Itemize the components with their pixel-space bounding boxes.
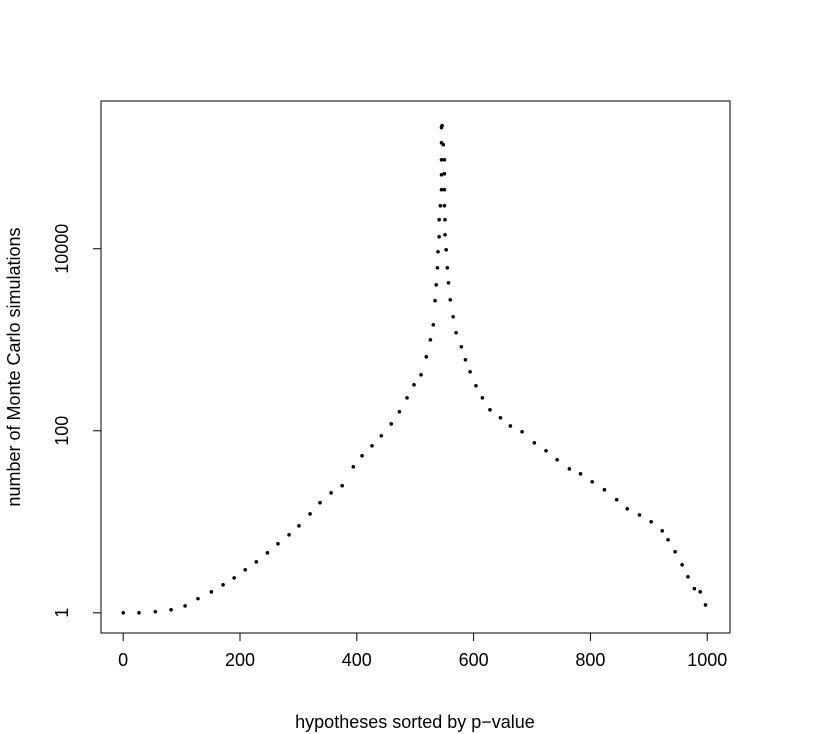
point	[498, 415, 503, 420]
point	[439, 172, 444, 177]
point	[434, 282, 439, 287]
x-tick-label: 800	[575, 650, 605, 670]
point	[196, 596, 200, 601]
point	[405, 396, 409, 400]
x-tick-label: 600	[459, 650, 489, 670]
point	[424, 354, 429, 359]
point	[660, 529, 665, 533]
point	[436, 249, 440, 254]
y-tick-label: 1	[52, 608, 72, 618]
point	[441, 142, 446, 147]
point	[625, 506, 630, 511]
y-tick-label: 10000	[52, 224, 72, 274]
point	[578, 471, 583, 476]
point	[544, 448, 548, 453]
point	[412, 382, 416, 387]
point	[703, 603, 708, 607]
point	[442, 203, 447, 208]
point	[508, 424, 513, 428]
point	[649, 519, 653, 524]
point	[443, 232, 447, 237]
point	[673, 550, 677, 554]
point	[437, 234, 441, 239]
point	[446, 280, 451, 285]
point	[340, 483, 345, 488]
point	[532, 440, 537, 445]
point	[614, 497, 619, 502]
point	[431, 322, 436, 327]
point	[448, 297, 453, 302]
point	[680, 562, 684, 567]
point	[440, 123, 444, 128]
point	[451, 314, 455, 319]
point	[442, 187, 447, 192]
point	[438, 203, 443, 208]
point	[459, 344, 464, 349]
point	[602, 487, 607, 492]
point	[454, 330, 458, 335]
point	[389, 422, 394, 426]
point	[698, 590, 703, 594]
point	[183, 604, 187, 608]
point	[297, 523, 301, 528]
point	[488, 408, 492, 412]
point	[153, 609, 158, 614]
point	[443, 217, 447, 222]
point	[520, 429, 524, 434]
x-tick-label: 200	[225, 650, 255, 670]
plot-box	[100, 100, 731, 634]
point	[442, 171, 447, 176]
point	[480, 396, 485, 400]
point	[692, 586, 697, 591]
point	[435, 265, 440, 270]
point	[444, 247, 448, 252]
point	[137, 611, 141, 615]
point	[428, 337, 433, 342]
point	[379, 433, 384, 438]
point	[370, 443, 374, 448]
point	[567, 467, 572, 471]
point	[360, 453, 364, 458]
point	[209, 590, 214, 594]
point	[419, 373, 423, 377]
point	[474, 383, 478, 388]
point	[276, 542, 280, 546]
point	[397, 409, 402, 414]
point	[439, 157, 444, 162]
point	[265, 551, 270, 555]
point	[308, 512, 312, 516]
x-tick-label: 0	[118, 650, 128, 670]
point	[243, 567, 248, 572]
point	[351, 464, 356, 469]
point	[329, 491, 333, 495]
point	[463, 357, 468, 362]
point	[121, 611, 125, 615]
point	[437, 217, 441, 222]
point	[468, 369, 472, 374]
point	[232, 576, 236, 580]
point	[433, 298, 437, 303]
x-tick-label: 1000	[687, 650, 727, 670]
point	[439, 187, 444, 192]
y-axis-label: number of Monte Carlo simulations	[4, 227, 24, 506]
point	[287, 532, 291, 537]
point	[555, 457, 559, 462]
point	[590, 480, 594, 484]
y-tick-label: 100	[52, 416, 72, 446]
x-axis-label: hypotheses sorted by p−value	[295, 712, 535, 732]
point	[221, 583, 225, 587]
x-tick-label: 400	[342, 650, 372, 670]
point	[686, 574, 690, 579]
point	[254, 560, 259, 564]
point	[637, 513, 642, 517]
point	[666, 538, 670, 542]
point	[318, 500, 322, 505]
point	[442, 157, 447, 162]
point	[169, 607, 173, 612]
point	[445, 265, 450, 270]
